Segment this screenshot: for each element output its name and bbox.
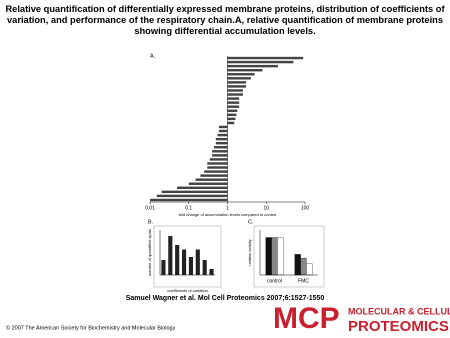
- plot-frame: [253, 225, 325, 288]
- bar: [227, 121, 235, 125]
- bar: [227, 85, 246, 88]
- bar: [227, 97, 240, 100]
- bar: [212, 150, 228, 153]
- x-tick-label: 1: [226, 205, 229, 211]
- plot-frame: [153, 225, 222, 288]
- x-tick-label: control: [267, 278, 282, 284]
- x-axis-label: coefficients of variation: [167, 288, 208, 293]
- bar: [227, 113, 237, 117]
- y-axis-label: relative activity: [247, 239, 252, 265]
- bar: [227, 81, 246, 84]
- logo-line2: PROTEOMICS: [348, 318, 449, 335]
- bar: [209, 158, 228, 161]
- logo-line1: MOLECULAR & CELLULAR: [348, 306, 450, 316]
- bar: [227, 68, 263, 72]
- bar: [200, 174, 228, 177]
- bar: [214, 146, 228, 149]
- bar: [207, 166, 228, 169]
- bar: [215, 137, 228, 141]
- x-axis-label: fold change of accumulation levels compa…: [179, 212, 277, 217]
- bar: [182, 249, 187, 275]
- bar: [271, 237, 278, 276]
- bar: [150, 198, 228, 202]
- bar: [188, 182, 228, 185]
- bar: [227, 101, 240, 104]
- bar: [168, 236, 173, 275]
- bar: [209, 269, 214, 275]
- slide-title: Relative quantification of differentiall…: [5, 4, 445, 36]
- x-tick-label: 100: [301, 205, 310, 211]
- bar: [188, 257, 193, 275]
- logo-mark: MCP: [273, 302, 340, 335]
- bar: [175, 245, 180, 275]
- bar: [294, 254, 301, 276]
- bar: [195, 249, 200, 275]
- bar: [306, 263, 313, 276]
- bar: [227, 73, 255, 76]
- bar: [227, 77, 251, 80]
- bar: [227, 105, 240, 108]
- bar: [227, 93, 243, 96]
- bar: [227, 109, 238, 112]
- y-axis-label: number of quantified spots: [147, 229, 152, 276]
- bar: [300, 257, 307, 276]
- copyright: © 2007 The American Society for Biochemi…: [6, 324, 176, 331]
- panel-label: B.: [148, 219, 154, 225]
- bar: [207, 162, 228, 165]
- bar: [156, 194, 228, 198]
- bar: [161, 190, 228, 194]
- bar: [195, 178, 228, 181]
- bar: [277, 237, 284, 276]
- bar: [218, 125, 228, 129]
- panel-label: C.: [248, 219, 254, 225]
- bar: [218, 129, 228, 133]
- bar: [212, 154, 228, 157]
- bar: [227, 89, 243, 92]
- x-tick-label: 0.1: [185, 205, 192, 211]
- bar: [202, 260, 207, 275]
- bar: [227, 117, 236, 121]
- bar: [204, 170, 228, 173]
- bar: [265, 237, 272, 276]
- bar: [215, 141, 228, 145]
- bar: [177, 186, 228, 190]
- bar: [161, 260, 166, 275]
- bar: [227, 60, 294, 64]
- x-tick-label: 0.01: [145, 205, 155, 211]
- bar: [227, 56, 304, 60]
- x-tick-label: 10: [263, 205, 269, 211]
- bar: [227, 64, 278, 68]
- x-tick-label: FMC: [298, 278, 309, 284]
- bar: [217, 133, 228, 137]
- citation: Samuel Wagner et al. Mol Cell Proteomics…: [126, 295, 325, 302]
- panel-label: A.: [150, 53, 156, 59]
